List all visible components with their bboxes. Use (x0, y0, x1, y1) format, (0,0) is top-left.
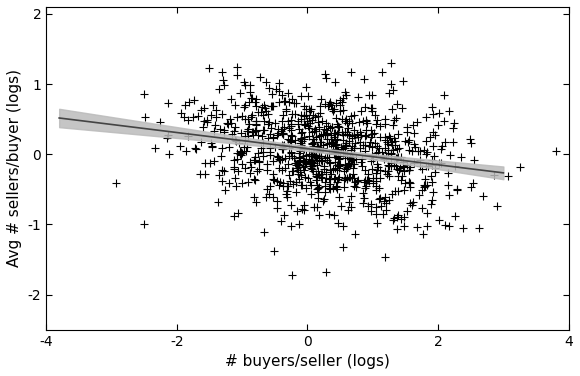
Y-axis label: Avg # sellers/buyer (logs): Avg # sellers/buyer (logs) (7, 69, 22, 267)
X-axis label: # buyers/seller (logs): # buyers/seller (logs) (225, 354, 390, 369)
